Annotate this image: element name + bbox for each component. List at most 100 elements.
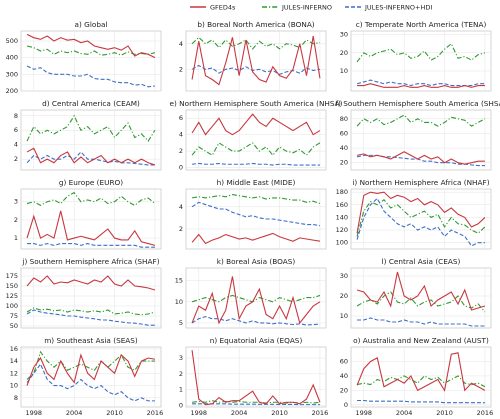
series-line	[356, 197, 485, 247]
series-line	[191, 113, 321, 136]
y-tick-label: 100	[6, 302, 18, 310]
y-tick-label: 5	[179, 319, 183, 327]
plot-area	[185, 109, 327, 171]
series-line	[191, 64, 321, 76]
y-tick-label: 0	[179, 401, 183, 409]
panel-title: a) Global	[75, 20, 108, 29]
series-line	[26, 350, 155, 380]
x-tick-label: 1998	[191, 409, 208, 417]
panel-title: d) Central America (CEAM)	[42, 99, 140, 108]
panel-title: i) Northern Hemisphere Africa (NHAF)	[352, 178, 489, 187]
series-line	[191, 232, 321, 245]
y-tick-label: 3	[14, 198, 18, 206]
plot-area	[20, 188, 162, 250]
y-tick-label: 14	[10, 357, 18, 365]
panel-title: e) Northern Hemisphere South America (NH…	[169, 99, 342, 108]
series-line	[26, 151, 155, 166]
y-tick-label: 2	[179, 147, 183, 155]
series-line	[26, 363, 155, 402]
series-line	[191, 193, 321, 204]
y-tick-label: 10	[340, 67, 348, 75]
x-tick-label: 1998	[26, 409, 43, 417]
series-line	[356, 352, 486, 392]
series-line	[26, 307, 156, 316]
panel-title: n) Equatorial Asia (EQAS)	[210, 336, 303, 345]
panel-title: o) Australia and New Zealand (AUST)	[353, 336, 489, 345]
y-tick-label: 80	[340, 115, 348, 123]
series-line	[357, 317, 485, 327]
series-line	[26, 147, 156, 166]
series-line	[356, 191, 486, 234]
y-tick-label: 60	[340, 357, 348, 365]
y-tick-label: 16	[10, 345, 18, 353]
plot-area	[350, 346, 492, 408]
y-tick-label: 20	[340, 49, 348, 57]
panel-title: k) Boreal Asia (BOAS)	[217, 257, 296, 266]
series-line	[26, 191, 156, 207]
y-tick-label: 10	[175, 298, 183, 306]
series-line	[26, 309, 155, 326]
plot-area	[185, 30, 327, 92]
series-line	[26, 353, 156, 386]
y-tick-label: 40	[340, 144, 348, 152]
legend-label: JULES-INFERNO	[281, 4, 332, 12]
y-tick-label: 400	[6, 54, 18, 62]
plot-area	[185, 267, 327, 329]
y-tick-label: 0	[179, 164, 183, 172]
panel-title: h) Middle East (MIDE)	[217, 178, 296, 187]
y-tick-label: 2	[14, 155, 18, 163]
plot-area	[20, 30, 162, 92]
panel-title: f) Southern Hemisphere South America (SH…	[335, 99, 500, 108]
y-tick-label: 4	[14, 141, 18, 149]
y-tick-label: 140	[336, 213, 348, 221]
series-line	[27, 242, 155, 248]
y-tick-label: 8	[14, 394, 18, 402]
panel-title: c) Temperate North America (TENA)	[356, 20, 487, 29]
panel-title: m) Southeast Asia (SEAS)	[44, 336, 138, 345]
y-tick-label: 20	[340, 386, 348, 394]
series-line	[356, 151, 485, 165]
y-tick-label: 4	[179, 203, 183, 211]
series-line	[191, 142, 321, 157]
series-line	[356, 375, 486, 388]
plot-area	[185, 346, 327, 408]
series-line	[191, 36, 321, 86]
panel-title: j) Southern Hemisphere Africa (SHAF)	[21, 257, 159, 266]
x-tick-label: 2016	[312, 409, 329, 417]
legend-label: GFED4s	[210, 4, 236, 12]
y-tick-label: 100	[336, 239, 348, 247]
legend-label: JULES-INFERNO+HDI	[364, 4, 432, 12]
x-tick-label: 2010	[271, 409, 288, 417]
series-line	[191, 316, 320, 326]
plot-area	[185, 188, 327, 250]
y-tick-label: 3	[179, 354, 183, 362]
y-tick-label: 150	[6, 282, 18, 290]
series-line	[356, 291, 486, 313]
y-tick-label: 30	[340, 31, 348, 39]
y-tick-label: 12	[10, 369, 18, 377]
panel-title: g) Europe (EURO)	[59, 178, 123, 187]
y-tick-label: 4	[179, 131, 183, 139]
y-tick-label: 60	[340, 129, 348, 137]
series-line	[356, 42, 486, 63]
plot-area	[350, 267, 492, 329]
y-tick-label: 2	[179, 370, 183, 378]
y-tick-label: 120	[336, 226, 348, 234]
series-line	[191, 276, 321, 325]
y-tick-label: 50	[10, 322, 18, 330]
plot-area	[350, 30, 492, 92]
series-line	[26, 45, 156, 56]
plot-area	[20, 346, 162, 408]
y-tick-label: 125	[6, 292, 18, 300]
y-tick-label: 175	[6, 272, 18, 280]
y-tick-label: 1	[179, 386, 183, 394]
plot-area	[20, 109, 162, 171]
x-tick-label: 2004	[66, 409, 83, 417]
plot-area	[20, 267, 162, 329]
y-tick-label: 180	[336, 188, 348, 196]
y-tick-label: 2	[14, 216, 18, 224]
y-tick-label: 160	[336, 201, 348, 209]
y-tick-label: 15	[175, 277, 183, 285]
series-line	[26, 114, 156, 142]
